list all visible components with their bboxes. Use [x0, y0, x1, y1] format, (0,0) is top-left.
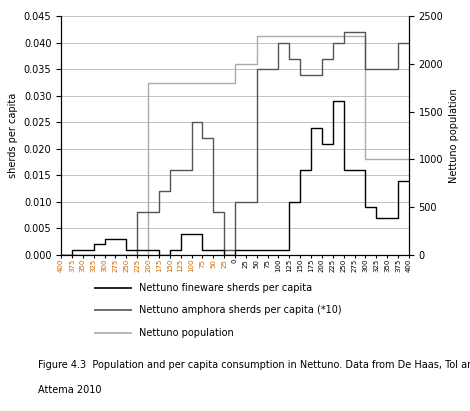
Text: Figure 4.3  Population and per capita consumption in Nettuno. Data from De Haas,: Figure 4.3 Population and per capita con…	[38, 360, 470, 370]
Text: Nettuno fineware sherds per capita: Nettuno fineware sherds per capita	[139, 283, 312, 293]
Text: Nettuno amphora sherds per capita (*10): Nettuno amphora sherds per capita (*10)	[139, 305, 341, 315]
Y-axis label: Nettuno population: Nettuno population	[449, 88, 459, 183]
Y-axis label: sherds per capita: sherds per capita	[8, 93, 18, 178]
Text: Attema 2010: Attema 2010	[38, 385, 101, 395]
Text: Nettuno population: Nettuno population	[139, 328, 234, 338]
